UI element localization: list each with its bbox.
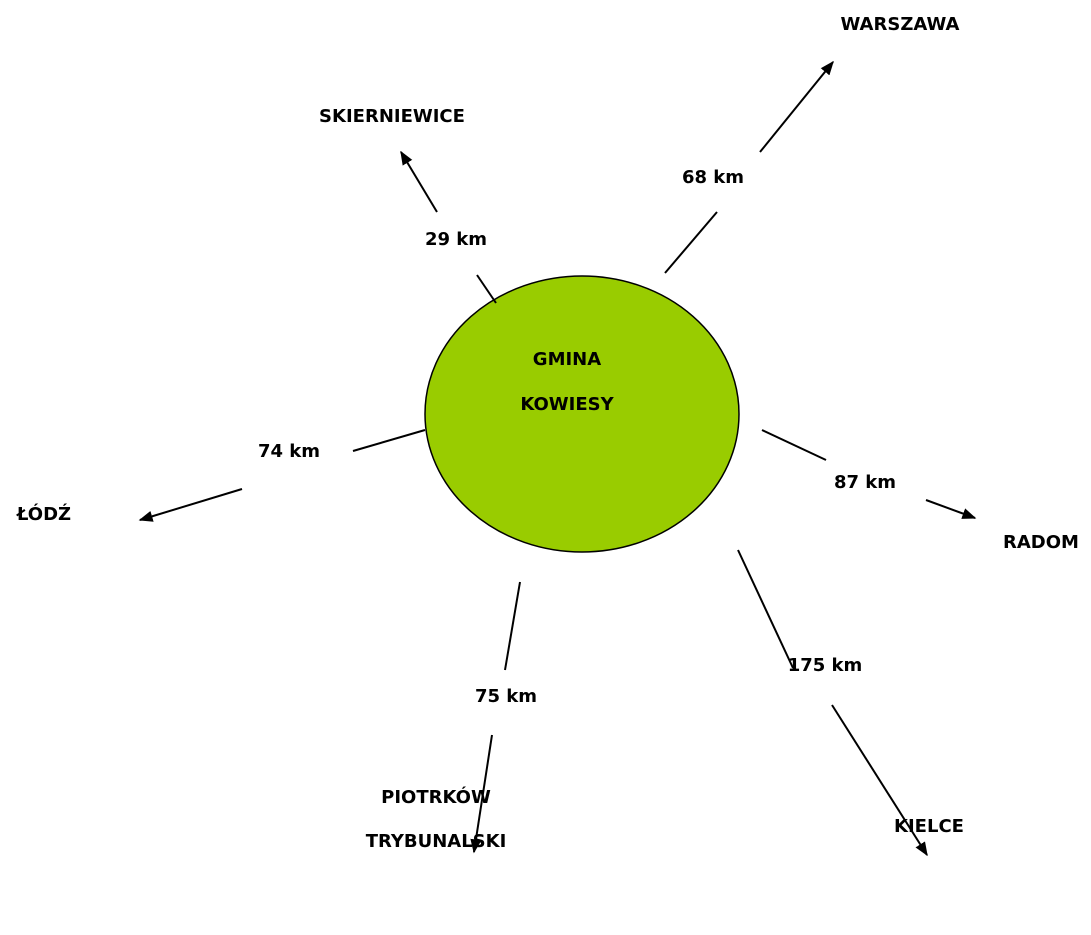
- connector: [504, 581, 521, 671]
- arrow: [470, 734, 493, 854]
- distance-label: 29 km: [425, 229, 487, 250]
- city-label: ŁÓDŹ: [16, 503, 71, 525]
- connector: [664, 211, 718, 274]
- connector: [476, 274, 497, 304]
- connector: [761, 429, 827, 461]
- city-label: WARSZAWA: [841, 14, 960, 35]
- center-label: KOWIESY: [520, 394, 614, 415]
- center-label: GMINA: [533, 349, 601, 370]
- city-label: KIELCE: [894, 816, 964, 837]
- arrow: [759, 60, 834, 153]
- arrow: [138, 488, 243, 522]
- city-label: SKIERNIEWICE: [319, 106, 465, 127]
- arrow: [400, 150, 438, 213]
- city-label: RADOM: [1003, 532, 1079, 553]
- arrow: [831, 704, 928, 857]
- distance-label: 74 km: [258, 441, 320, 462]
- distance-label: 87 km: [834, 472, 896, 493]
- distance-label: 68 km: [682, 167, 744, 188]
- arrow: [925, 499, 977, 519]
- center-ellipse: [424, 275, 740, 553]
- distance-label: 175 km: [788, 655, 863, 676]
- connector: [352, 429, 426, 452]
- city-label: TRYBUNALSKI: [366, 831, 507, 852]
- distance-label: 75 km: [475, 686, 537, 707]
- connector: [737, 549, 794, 669]
- city-label: PIOTRKÓW: [381, 786, 491, 808]
